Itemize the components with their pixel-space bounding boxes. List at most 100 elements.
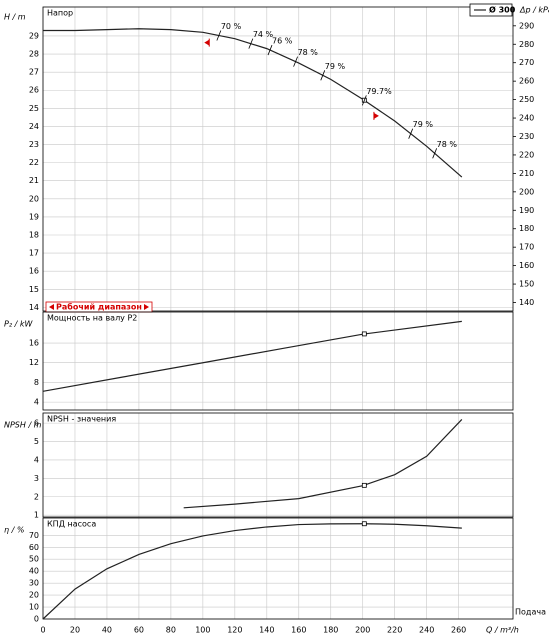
x-tick-label: 60: [134, 626, 144, 635]
y-tick-label: 6: [34, 419, 39, 428]
y2-tick-label: 140: [519, 298, 534, 307]
y-axis-label: P₂ / kW: [4, 320, 33, 329]
efficiency-tick: [432, 148, 438, 159]
y-tick-label: 26: [29, 86, 39, 95]
y2-tick-label: 250: [519, 95, 534, 104]
x-tick-label: 100: [195, 626, 210, 635]
y-tick-label: 60: [29, 543, 39, 552]
y-tick-label: 24: [29, 122, 39, 131]
efficiency-tick: [267, 44, 273, 56]
curve: [42, 523, 462, 620]
working-range-arrow: [373, 112, 379, 119]
y2-tick-label: 180: [519, 224, 534, 233]
y-tick-label: 20: [29, 194, 39, 203]
efficiency-label: 76 %: [272, 37, 293, 46]
y-tick-label: 1: [34, 511, 39, 520]
x-tick-label: 20: [70, 626, 80, 635]
duty-point: [361, 521, 367, 527]
y2-tick-label: 260: [519, 77, 534, 86]
working-range-arrow: [204, 39, 210, 46]
y2-tick-label: 160: [519, 261, 534, 270]
efficiency-label: 78 %: [298, 48, 319, 57]
y-tick-label: 14: [29, 303, 39, 312]
y-tick-label: 18: [29, 231, 39, 240]
y2-tick-label: 220: [519, 150, 534, 159]
y-tick-label: 10: [29, 603, 39, 612]
x-tick-label: 200: [355, 626, 370, 635]
y-tick-label: 19: [29, 212, 39, 221]
curve: [43, 28, 463, 178]
y-tick-label: 16: [29, 339, 39, 348]
x-tick-label: 40: [102, 626, 112, 635]
y-axis-label: NPSH / m: [4, 421, 42, 430]
efficiency-tick: [361, 95, 367, 106]
y-tick-label: 16: [29, 267, 39, 276]
legend-label: Ø 300: [489, 5, 516, 15]
working-range-right: [144, 304, 149, 310]
y2-tick-label: 280: [519, 40, 534, 49]
efficiency-tick: [216, 30, 222, 41]
panel-frame: [42, 6, 514, 312]
y-tick-label: 20: [29, 591, 39, 600]
curve: [183, 419, 463, 509]
x-tick-label: 0: [40, 626, 45, 635]
legend-box: [469, 3, 513, 17]
y-tick-label: 2: [34, 492, 39, 501]
efficiency-label: 74 %: [253, 30, 274, 39]
y-tick-label: 27: [29, 68, 39, 77]
panel-title: Напор: [47, 9, 73, 18]
efficiency-label: 70 %: [221, 22, 242, 31]
efficiency-label: 79 %: [325, 62, 346, 71]
y-tick-label: 12: [29, 358, 39, 367]
x-tick-label: 220: [387, 626, 402, 635]
efficiency-label: 79 %: [413, 120, 434, 129]
y-tick-label: 22: [29, 158, 39, 167]
efficiency-label: 78 %: [437, 140, 458, 149]
panel-title: NPSH - значения: [47, 415, 116, 424]
working-range-label: Рабочий диапазон: [56, 302, 142, 312]
y-tick-label: 50: [29, 555, 39, 564]
x-tick-label: 80: [166, 626, 176, 635]
y-tick-label: 28: [29, 50, 39, 59]
y2-tick-label: 230: [519, 132, 534, 141]
working-range-left: [49, 304, 54, 310]
y-tick-label: 15: [29, 285, 39, 294]
y2-tick-label: 270: [519, 58, 534, 67]
y-tick-label: 8: [34, 378, 39, 387]
efficiency-label: 79.7%: [366, 87, 392, 96]
panel-frame: [42, 517, 514, 620]
x-caption: Подача: [515, 608, 546, 617]
efficiency-tick: [408, 128, 414, 139]
y2-tick-label: 210: [519, 169, 534, 178]
duty-point: [361, 482, 367, 488]
y-tick-label: 4: [34, 455, 39, 464]
x-tick-label: 140: [259, 626, 274, 635]
y-tick-label: 4: [34, 398, 39, 407]
y-tick-label: 70: [29, 531, 39, 540]
x-tick-label: 120: [227, 626, 242, 635]
y2-tick-label: 170: [519, 243, 534, 252]
curve: [42, 320, 462, 392]
efficiency-tick: [248, 38, 254, 49]
panel-title: КПД насоса: [47, 520, 96, 529]
y2-tick-label: 150: [519, 280, 534, 289]
y-tick-label: 17: [29, 249, 39, 258]
x-tick-label: 260: [451, 626, 466, 635]
y-tick-label: 5: [34, 437, 39, 446]
x-axis-label: Q / m³/h: [486, 626, 519, 635]
y2-tick-label: 290: [519, 21, 534, 30]
y2-axis-label: Δp / kPa: [519, 6, 549, 15]
y-axis-label: η / %: [4, 526, 24, 535]
y-tick-label: 29: [29, 31, 39, 40]
panel-frame: [42, 412, 514, 518]
x-tick-label: 240: [419, 626, 434, 635]
y-axis-label: H / m: [4, 13, 26, 22]
x-tick-label: 160: [291, 626, 306, 635]
panel-frame: [42, 311, 514, 411]
y2-tick-label: 200: [519, 187, 534, 196]
panel-title: Мощность на валу P2: [47, 314, 137, 323]
x-tick-label: 180: [323, 626, 338, 635]
efficiency-tick: [320, 70, 326, 81]
y-tick-label: 25: [29, 104, 39, 113]
